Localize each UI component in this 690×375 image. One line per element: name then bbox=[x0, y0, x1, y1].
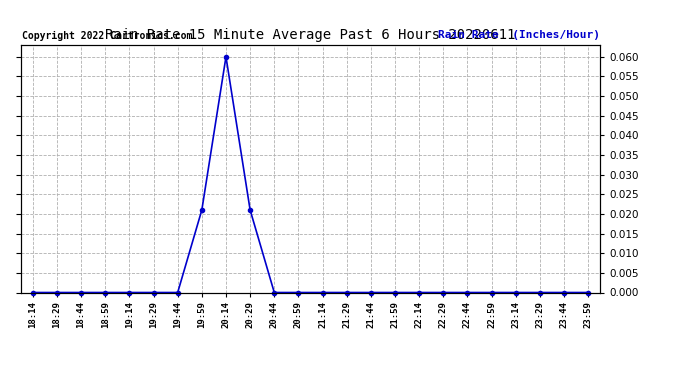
Text: Copyright 2022 Cartronics.com: Copyright 2022 Cartronics.com bbox=[22, 31, 193, 41]
Text: Rain Rate  (Inches/Hour): Rain Rate (Inches/Hour) bbox=[438, 30, 600, 40]
Title: Rain Rate 15 Minute Average Past 6 Hours 20220611: Rain Rate 15 Minute Average Past 6 Hours… bbox=[106, 28, 515, 42]
